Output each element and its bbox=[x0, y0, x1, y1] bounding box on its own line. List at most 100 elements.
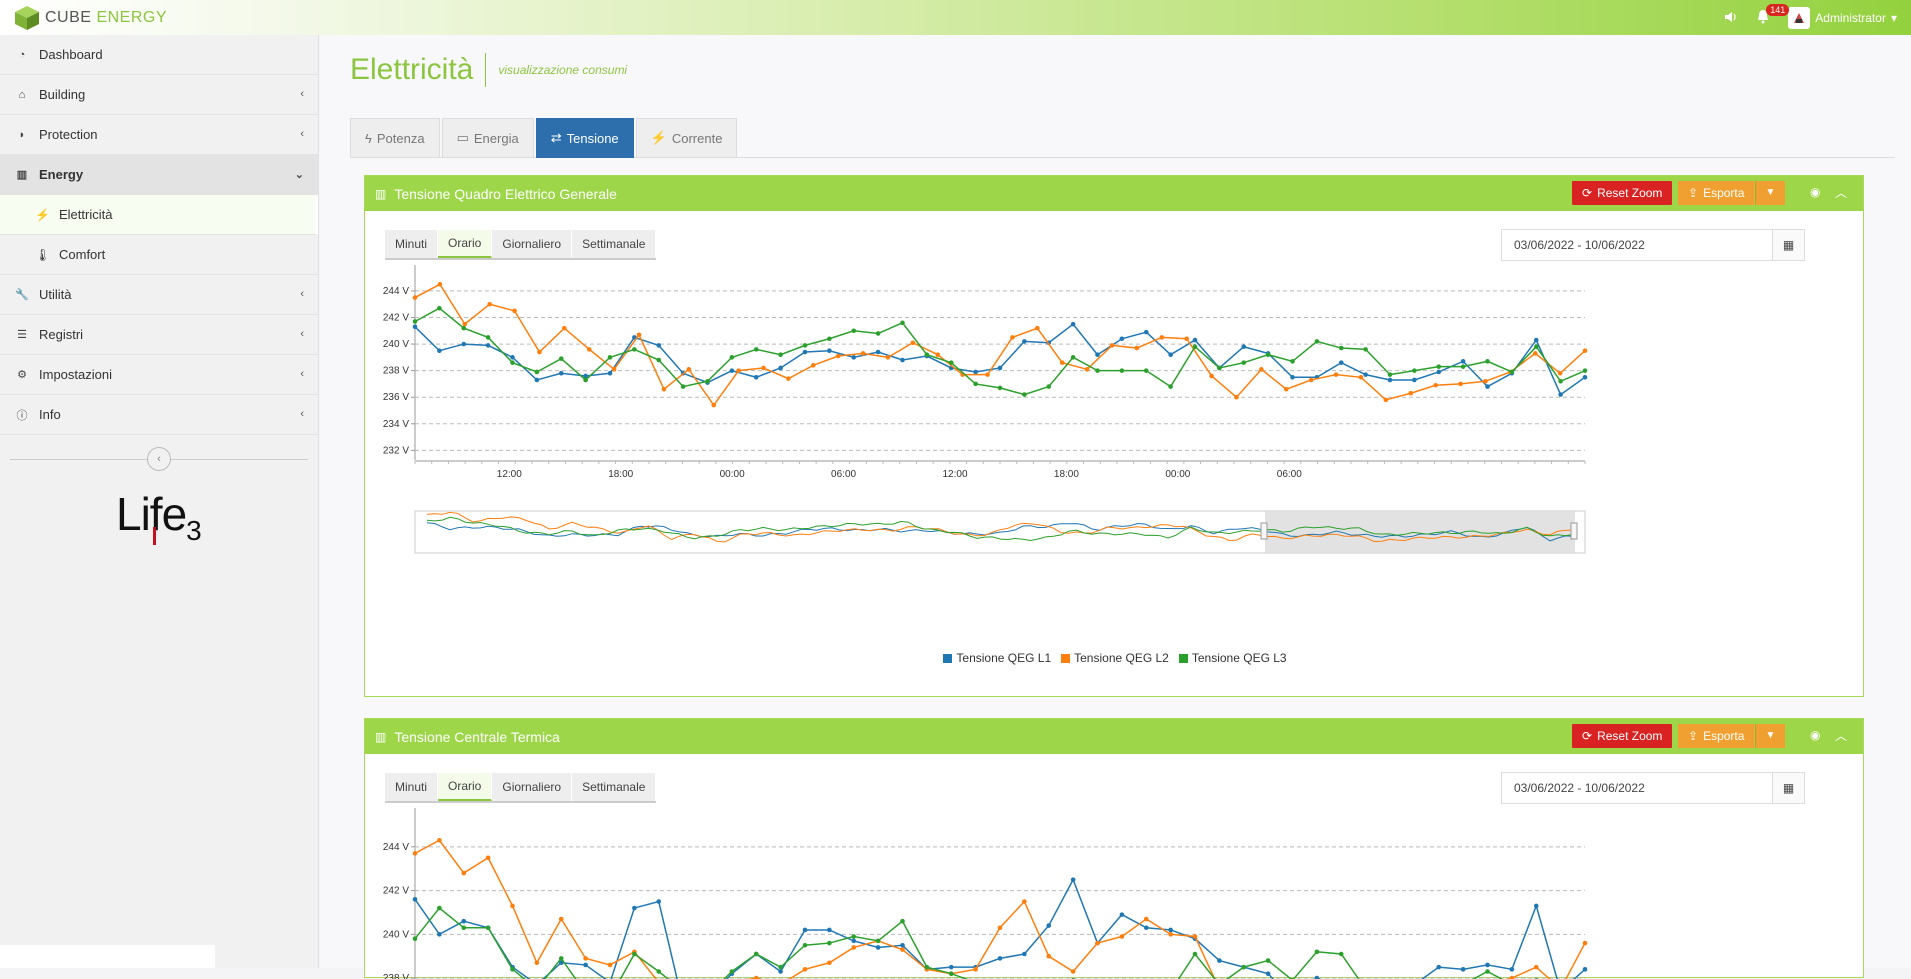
data-point bbox=[851, 938, 857, 944]
period-settimanale[interactable]: Settimanale bbox=[572, 773, 657, 801]
period-minuti[interactable]: Minuti bbox=[385, 773, 439, 801]
data-point bbox=[900, 357, 905, 363]
date-range-picker[interactable]: 03/06/2022 - 10/06/2022 ▦ bbox=[1501, 772, 1805, 804]
data-point bbox=[1022, 339, 1027, 344]
tab-potenza[interactable]: ϟ Potenza bbox=[350, 118, 440, 158]
y-tick-label: 238 V bbox=[383, 973, 409, 979]
y-tick-label: 242 V bbox=[383, 886, 409, 897]
brand-logo[interactable]: CUBE ENERGY bbox=[14, 5, 167, 31]
data-point bbox=[461, 925, 467, 931]
data-point bbox=[583, 373, 588, 379]
data-point bbox=[1209, 373, 1214, 379]
data-point bbox=[1290, 359, 1295, 364]
sidebar-item-utilita[interactable]: 🔧 Utilità ‹ bbox=[0, 275, 318, 315]
data-point bbox=[1436, 369, 1442, 375]
data-point bbox=[851, 945, 857, 950]
bell-icon bbox=[1758, 10, 1769, 24]
data-point bbox=[1582, 348, 1588, 354]
legend-swatch bbox=[943, 653, 953, 663]
period-giornaliero[interactable]: Giornaliero bbox=[492, 230, 573, 258]
data-point bbox=[1338, 345, 1344, 351]
sidebar-item-registri[interactable]: ☰ Registri ‹ bbox=[0, 315, 318, 355]
reset-zoom-button[interactable]: ⟳ Reset Zoom bbox=[1572, 724, 1673, 748]
data-point bbox=[412, 324, 418, 330]
chevron-left-icon: ‹ bbox=[300, 128, 304, 140]
navigator-series bbox=[426, 522, 1574, 542]
chart-legend: Tensione QEG L1 Tensione QEG L2 Tensione Q… bbox=[365, 651, 1865, 665]
data-point bbox=[1558, 378, 1563, 384]
sidebar-item-label: Impostazioni bbox=[39, 367, 112, 382]
export-dropdown-button[interactable]: ▼ bbox=[1755, 724, 1785, 748]
panel-header: ▥ Tensione Centrale Termica ⟳ Reset Zoom … bbox=[365, 719, 1863, 754]
period-settimanale[interactable]: Settimanale bbox=[572, 230, 657, 258]
user-menu[interactable]: Administrator ▾ bbox=[1788, 7, 1897, 29]
line-chart[interactable]: 238 V 240 V 242 V 244 V bbox=[365, 754, 1863, 979]
data-point bbox=[1119, 336, 1125, 342]
legend-item[interactable]: Tensione QEG L2 bbox=[1061, 651, 1169, 665]
reset-zoom-button[interactable]: ⟳ Reset Zoom bbox=[1572, 181, 1673, 205]
data-point bbox=[485, 343, 491, 348]
data-point bbox=[997, 925, 1003, 931]
data-point bbox=[786, 376, 791, 381]
sidebar-item-impostazioni[interactable]: ⚙ Impostazioni ‹ bbox=[0, 355, 318, 395]
thermometer-icon: 🌡 bbox=[35, 247, 51, 262]
sidebar-item-info[interactable]: ⓘ Info ‹ bbox=[0, 395, 318, 435]
period-orario[interactable]: Orario bbox=[438, 773, 493, 801]
data-point bbox=[1533, 964, 1539, 970]
sidebar-item-building[interactable]: ⌂ Building ‹ bbox=[0, 75, 318, 115]
data-point bbox=[1070, 877, 1076, 882]
data-point bbox=[778, 365, 783, 371]
chevron-left-icon: ‹ bbox=[300, 368, 304, 380]
data-point bbox=[583, 956, 588, 961]
export-icon: ⇪ bbox=[1688, 186, 1699, 200]
period-giornaliero[interactable]: Giornaliero bbox=[492, 773, 573, 801]
export-dropdown-button[interactable]: ▼ bbox=[1755, 181, 1785, 205]
data-point bbox=[558, 956, 564, 961]
sidebar-item-protection[interactable]: ◗ Protection ‹ bbox=[0, 115, 318, 155]
export-button[interactable]: ⇪ Esporta bbox=[1678, 181, 1755, 205]
chevron-up-icon[interactable]: ︿ bbox=[1835, 729, 1848, 743]
eye-icon[interactable]: ◉ bbox=[1810, 185, 1821, 199]
data-point bbox=[558, 356, 564, 361]
data-point bbox=[1290, 374, 1295, 380]
notifications-button[interactable]: 141 bbox=[1756, 4, 1790, 27]
data-point bbox=[1035, 325, 1040, 331]
plug-icon: ⚡ bbox=[35, 207, 50, 222]
data-point bbox=[778, 352, 783, 357]
data-point bbox=[910, 340, 916, 346]
export-button[interactable]: ⇪ Esporta bbox=[1678, 724, 1755, 748]
legend-item[interactable]: Tensione QEG L1 bbox=[943, 651, 1051, 665]
sidebar-item-comfort[interactable]: 🌡 Comfort bbox=[0, 235, 318, 275]
data-point bbox=[948, 964, 954, 970]
sidebar-item-label: Dashboard bbox=[39, 47, 103, 62]
sidebar-item-dashboard[interactable]: ◔ Dashboard bbox=[0, 35, 318, 75]
line-chart[interactable]: 232 V 234 V 236 V 238 V 240 V 242 V 244 V 12:00… bbox=[365, 211, 1863, 641]
data-point bbox=[1143, 925, 1149, 931]
sidebar-item-elettricita[interactable]: ⚡ Elettricità bbox=[0, 195, 318, 235]
data-point bbox=[860, 351, 866, 356]
data-point bbox=[632, 905, 637, 911]
period-orario[interactable]: Orario bbox=[438, 230, 493, 258]
date-range-picker[interactable]: 03/06/2022 - 10/06/2022 ▦ bbox=[1501, 229, 1805, 261]
chevron-up-icon[interactable]: ︿ bbox=[1835, 186, 1848, 200]
data-point bbox=[1168, 927, 1173, 933]
panel-header: ▥ Tensione Quadro Elettrico Generale ⟳ Re… bbox=[365, 176, 1863, 211]
data-point bbox=[810, 363, 816, 368]
gears-icon: ⚙ bbox=[17, 369, 27, 381]
random-icon: ⇄ bbox=[550, 130, 562, 145]
period-minuti[interactable]: Minuti bbox=[385, 230, 439, 258]
calendar-icon[interactable]: ▦ bbox=[1772, 773, 1804, 803]
legend-item[interactable]: Tensione QEG L3 bbox=[1178, 651, 1287, 665]
tab-energia[interactable]: ▭ Energia bbox=[441, 118, 534, 158]
speaker-icon[interactable] bbox=[1724, 10, 1738, 27]
sidebar-collapse-button[interactable]: ‹ bbox=[147, 447, 171, 471]
calendar-icon[interactable]: ▦ bbox=[1772, 230, 1804, 260]
data-point bbox=[1338, 360, 1344, 365]
tab-corrente[interactable]: ⚡ Corrente bbox=[635, 118, 738, 158]
tab-tensione[interactable]: ⇄ Tensione bbox=[535, 118, 634, 158]
sidebar-item-energy[interactable]: ▥ Energy ⌄ bbox=[0, 155, 318, 195]
data-point bbox=[753, 347, 759, 352]
x-tick-label: 06:00 bbox=[831, 469, 856, 480]
eye-icon[interactable]: ◉ bbox=[1810, 728, 1821, 742]
data-point bbox=[412, 897, 418, 902]
